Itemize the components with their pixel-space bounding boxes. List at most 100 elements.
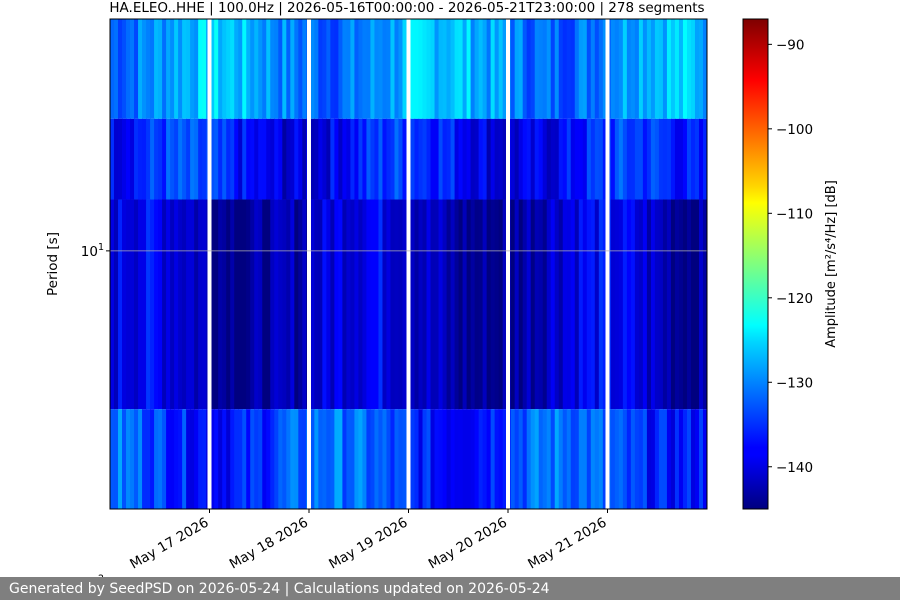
spectrogram-cell: [282, 409, 287, 509]
spectrogram-cell: [654, 19, 660, 119]
spectrogram-cell: [226, 199, 231, 410]
spectrogram-cell: [366, 199, 372, 410]
spectrogram-cell: [526, 409, 532, 509]
spectrogram-cell: [330, 19, 335, 119]
spectrogram-cell: [286, 199, 291, 410]
spectrogram-cell: [270, 118, 275, 200]
spectrogram-cell: [122, 409, 127, 509]
spectrogram-cell: [530, 199, 536, 410]
spectrogram-cell: [398, 199, 404, 410]
spectrogram-cell: [486, 199, 492, 410]
spectrogram-cell: [582, 409, 588, 509]
spectrogram-cell: [682, 409, 688, 509]
spectrogram-cell: [378, 199, 384, 410]
spectrogram-cell: [418, 199, 424, 410]
spectrogram-cell: [314, 118, 319, 200]
spectrogram-cell: [182, 199, 187, 410]
spectrogram-cell: [518, 19, 524, 119]
spectrogram-cell: [462, 199, 468, 410]
spectrogram-cell: [690, 409, 696, 509]
spectrogram-cell: [558, 199, 564, 410]
spectrogram-cell: [414, 118, 420, 200]
spectrogram-cell: [574, 19, 580, 119]
spectrogram-cell: [194, 19, 199, 119]
spectrogram-cell: [154, 19, 159, 119]
spectrogram-cell: [702, 199, 707, 410]
x-tick-label: May 18 2026: [227, 515, 311, 573]
spectrogram-cell: [418, 118, 424, 200]
spectrogram-cell: [666, 409, 672, 509]
spectrogram-cell: [370, 199, 376, 410]
spectrogram-cell: [450, 409, 456, 509]
spectrogram-cell: [550, 19, 556, 119]
spectrogram-cell: [402, 409, 408, 509]
spectrogram-cell: [598, 199, 604, 410]
spectrogram-cell: [662, 199, 668, 410]
spectrogram-cell: [310, 409, 315, 509]
spectrogram-cell: [678, 199, 684, 410]
spectrogram-cell: [154, 118, 159, 200]
spectrogram-cell: [586, 19, 592, 119]
spectrogram-cell: [490, 19, 496, 119]
data-gaps: [207, 19, 610, 509]
spectrogram-cell: [474, 199, 480, 410]
spectrogram-cell: [118, 19, 123, 119]
spectrogram-cell: [334, 199, 339, 410]
spectrogram-cell: [170, 409, 175, 509]
spectrogram-cell: [546, 199, 552, 410]
spectrogram-cell: [190, 199, 195, 410]
spectrogram-cell: [194, 199, 199, 410]
spectrogram-cell: [566, 118, 572, 200]
spectrogram-cell: [182, 409, 187, 509]
data-gap: [406, 19, 411, 509]
spectrogram-cell: [430, 409, 436, 509]
spectrogram-cell: [450, 19, 456, 119]
spectrogram-cell: [110, 19, 115, 119]
spectrogram-cell: [266, 118, 271, 200]
spectrogram-cell: [122, 199, 127, 410]
spectrogram-cell: [186, 118, 191, 200]
spectrogram-cell: [562, 409, 568, 509]
spectrogram-cell: [270, 199, 275, 410]
spectrogram-cell: [370, 118, 376, 200]
spectrogram-cell: [118, 409, 123, 509]
spectrogram-cell: [502, 19, 508, 119]
spectrogram-cell: [662, 118, 668, 200]
spectrogram-cell: [274, 199, 279, 410]
spectrogram-cell: [554, 409, 560, 509]
spectrogram-cell: [410, 19, 416, 119]
spectrogram-cell: [438, 19, 444, 119]
spectrogram-cell: [454, 19, 460, 119]
spectrogram-cell: [370, 19, 376, 119]
spectrogram-cell: [390, 409, 396, 509]
spectrogram-cell: [622, 409, 628, 509]
spectrogram-cell: [398, 19, 404, 119]
spectrogram-cell: [554, 118, 560, 200]
colorbar-tick-label: −110: [776, 206, 813, 222]
spectrogram-cell: [650, 118, 656, 200]
spectrogram-cell: [358, 199, 364, 410]
spectrogram-cell: [154, 409, 159, 509]
spectrogram-cell: [130, 118, 135, 200]
spectrogram-cell: [170, 118, 175, 200]
spectrogram-cell: [410, 199, 416, 410]
spectrogram-cell: [522, 409, 528, 509]
spectrogram-cell: [454, 409, 460, 509]
spectrogram-cell: [618, 409, 624, 509]
spectrogram-cell: [698, 118, 704, 200]
spectrogram-cell: [146, 409, 151, 509]
spectrogram-cell: [594, 19, 600, 119]
spectrogram-cell: [678, 118, 684, 200]
spectrogram-cell: [630, 118, 636, 200]
spectrogram-cell: [194, 409, 199, 509]
spectrogram-cell: [602, 409, 608, 509]
colorbar-tick-label: −130: [776, 375, 813, 391]
spectrogram-cell: [362, 199, 368, 410]
data-gap: [307, 19, 311, 509]
spectrogram-cell: [278, 118, 283, 200]
spectrogram-cell: [658, 199, 664, 410]
spectrogram-cell: [314, 199, 319, 410]
spectrogram-cell: [550, 118, 556, 200]
spectrogram-cell: [574, 409, 580, 509]
spectrogram-cell: [390, 19, 396, 119]
